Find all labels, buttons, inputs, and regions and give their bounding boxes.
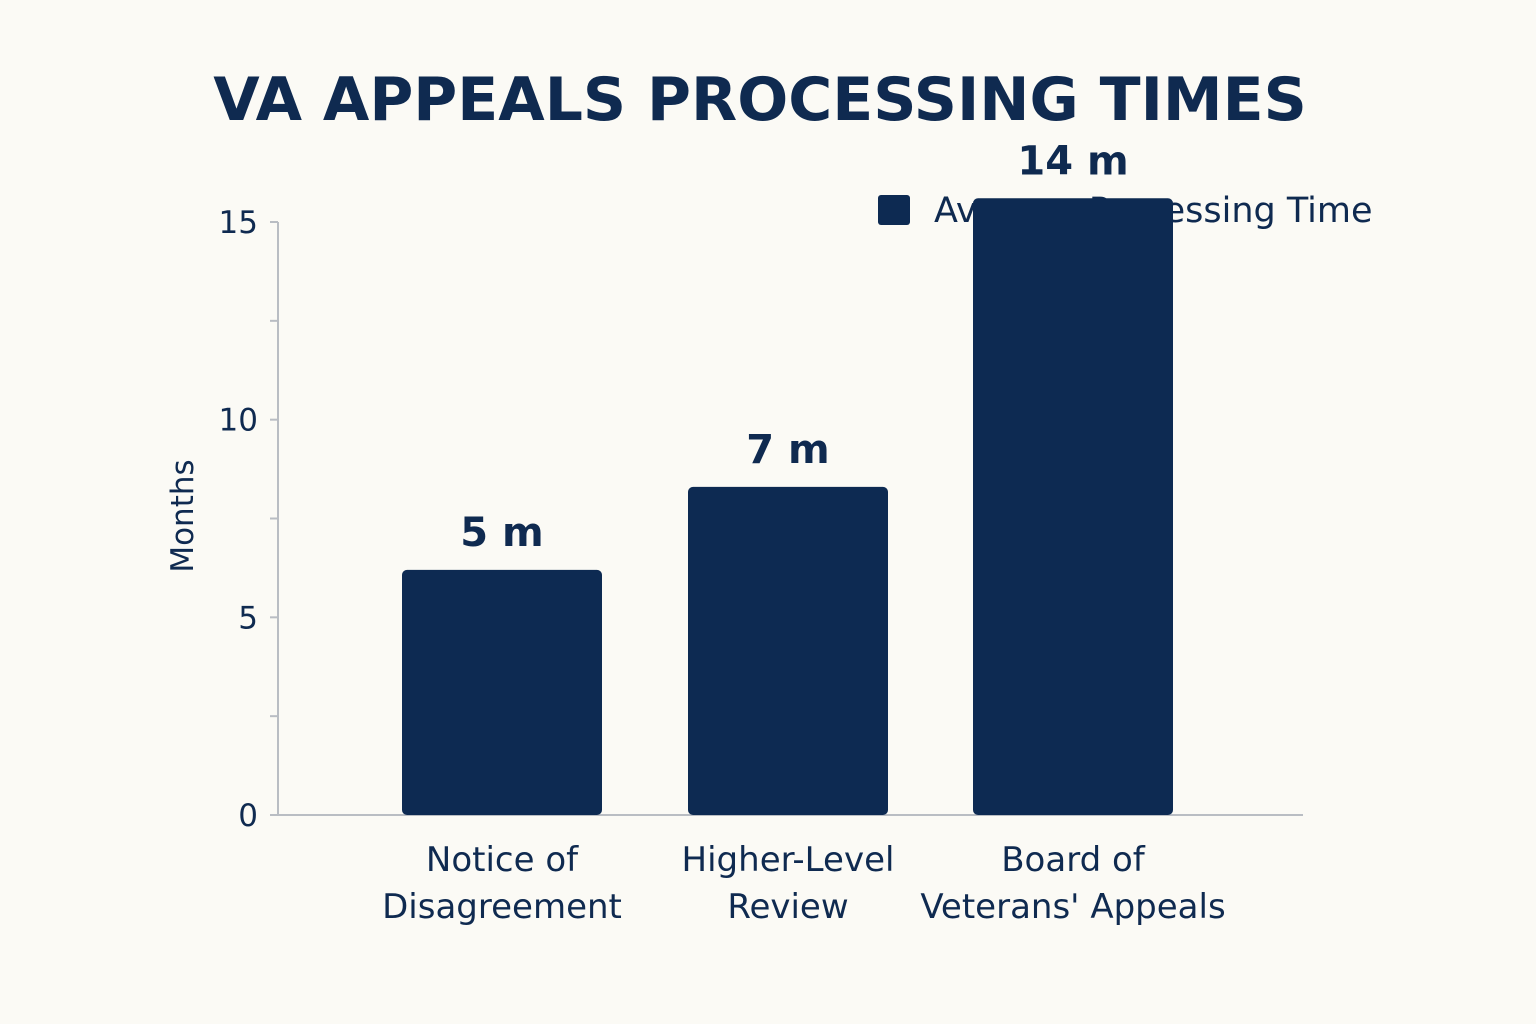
- bar: [402, 569, 602, 815]
- bar: [688, 486, 888, 815]
- x-category-label-line: Board of: [1001, 840, 1146, 880]
- x-category-label: Higher-Level Review: [682, 840, 895, 927]
- bars: [402, 198, 1173, 815]
- category-labels: Notice of Disagreement Higher-Level Review B…: [382, 840, 1226, 927]
- bar-value-label: 14 m: [1017, 138, 1128, 184]
- y-tick-label: 0: [238, 798, 258, 834]
- x-category-label-line: Review: [727, 887, 848, 927]
- value-labels: 5 m 7 m 14 m: [460, 138, 1128, 556]
- y-axis-label: Months: [165, 459, 201, 572]
- chart-title: VA APPEALS PROCESSING TIMES: [213, 65, 1307, 135]
- bar: [973, 198, 1173, 815]
- legend-swatch: [878, 195, 910, 225]
- x-category-label: Notice of Disagreement: [382, 840, 622, 927]
- bar-value-label: 7 m: [746, 427, 829, 473]
- x-category-label-line: Notice of: [426, 840, 579, 880]
- x-category-label-line: Higher-Level: [682, 840, 895, 880]
- y-tick-label: 15: [219, 205, 258, 241]
- x-category-label-line: Veterans' Appeals: [920, 887, 1225, 927]
- y-ticks: 0 5 10 15: [219, 205, 278, 834]
- bar-value-label: 5 m: [460, 510, 543, 556]
- y-tick-label: 5: [238, 600, 258, 636]
- x-category-label-line: Disagreement: [382, 887, 622, 927]
- x-category-label: Board of Veterans' Appeals: [920, 840, 1225, 927]
- y-tick-label: 10: [219, 403, 258, 439]
